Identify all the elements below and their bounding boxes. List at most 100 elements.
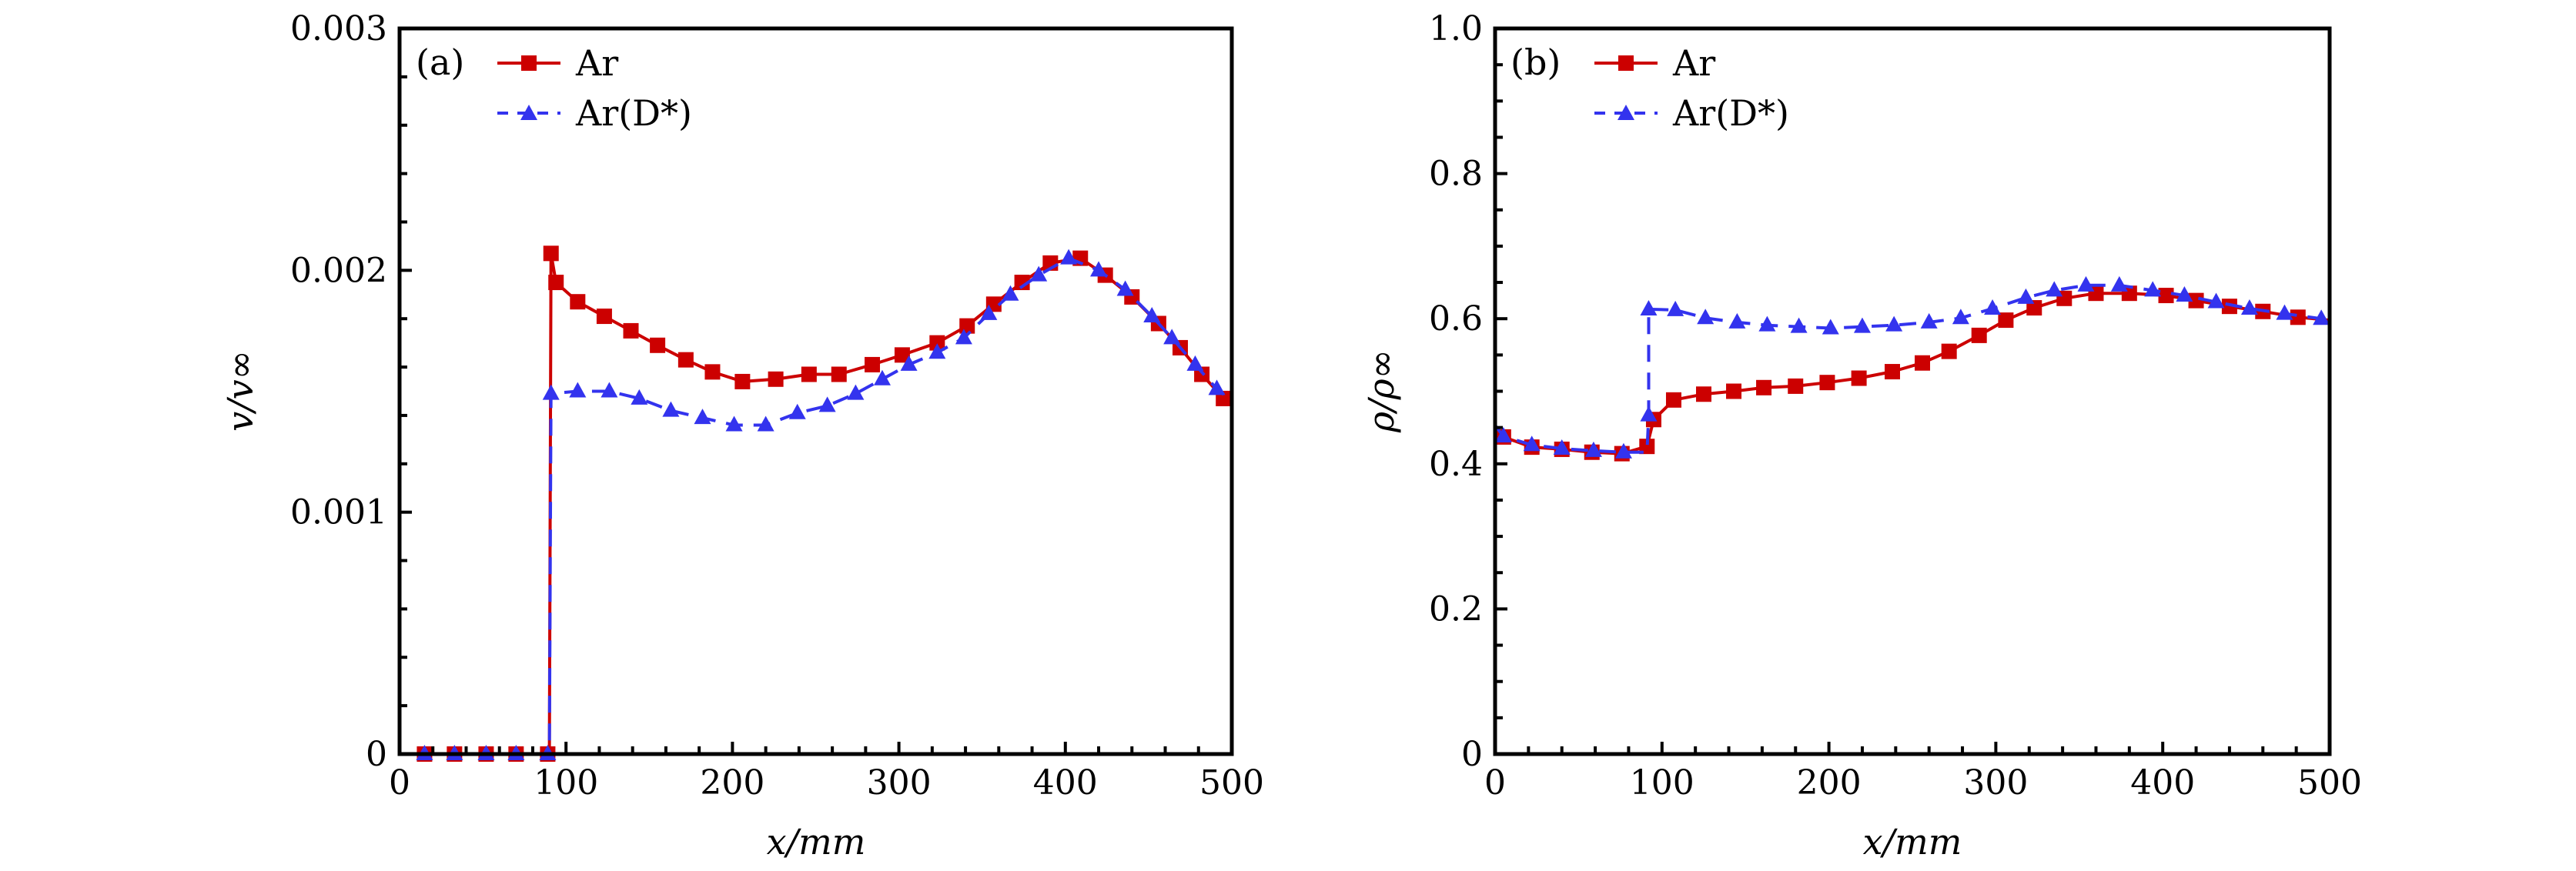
data-point-triangle <box>980 304 998 320</box>
data-point-triangle <box>2313 309 2330 325</box>
data-point-triangle <box>1920 312 1938 329</box>
data-point-triangle <box>818 396 836 412</box>
data-point-square <box>543 245 559 262</box>
data-point-triangle <box>601 382 618 398</box>
data-point-triangle <box>1208 379 1226 395</box>
data-point-triangle <box>2046 281 2063 297</box>
data-point-triangle <box>725 415 743 432</box>
data-point-square <box>1665 392 1681 408</box>
data-point-square <box>831 366 847 382</box>
panel-b-legend: Ar Ar(D*) <box>1594 42 1789 134</box>
data-point-triangle <box>1143 307 1161 323</box>
data-point-square <box>1726 383 1742 399</box>
x-tick-label: 0 <box>389 763 410 803</box>
data-point-square <box>623 322 639 339</box>
panel-b-label: (b) <box>1510 42 1561 83</box>
data-point-triangle <box>631 389 648 405</box>
legend-item-ar: Ar <box>497 42 618 84</box>
series-ar-dstar <box>416 249 1233 760</box>
legend-triangle-marker-icon <box>1618 105 1634 120</box>
legend-square-marker-icon <box>521 55 537 71</box>
y-tick-label: 1.0 <box>1429 9 1483 48</box>
data-point-square <box>2026 300 2042 316</box>
data-point-triangle <box>2017 288 2035 304</box>
data-point-square <box>704 364 721 380</box>
data-point-triangle <box>1523 436 1541 452</box>
y-tick-label: 0.8 <box>1429 155 1483 194</box>
panel-a-velocity: 0 100 200 300 400 500 0 0.001 0.002 0.003 x/mm v/… <box>219 9 1264 863</box>
data-point-triangle <box>1553 439 1571 455</box>
data-point-triangle <box>2176 286 2193 302</box>
data-point-triangle <box>1186 355 1204 371</box>
panel-a-xlabel: x/mm <box>767 821 866 863</box>
y-tick-label: 0.2 <box>1429 589 1483 629</box>
y-tick-label: 0.4 <box>1429 445 1483 484</box>
data-point-triangle <box>1728 312 1746 329</box>
x-tick-label: 200 <box>700 763 764 803</box>
panel-b-ylabel: ρ/ρ∞ <box>1360 349 1402 433</box>
x-tick-label: 300 <box>867 763 932 803</box>
panel-a-series <box>416 245 1233 762</box>
data-point-triangle <box>2110 275 2128 292</box>
data-point-triangle <box>542 384 560 400</box>
data-point-square <box>1971 327 1987 343</box>
data-point-square <box>677 352 694 368</box>
y-tick-label: 0.003 <box>290 9 387 48</box>
legend-label-ar-dstar: Ar(D*) <box>1672 92 1789 134</box>
data-point-square <box>570 294 586 310</box>
data-point-square <box>1756 379 1772 395</box>
data-point-triangle <box>694 409 711 425</box>
data-point-square <box>1941 343 1957 359</box>
data-point-triangle <box>1758 315 1776 332</box>
data-point-square <box>650 337 666 353</box>
x-tick-label: 400 <box>1033 763 1098 803</box>
x-tick-label: 100 <box>534 763 598 803</box>
legend-square-marker-icon <box>1618 55 1634 71</box>
panel-b-series <box>1494 275 2330 462</box>
legend-item-ar-dstar: Ar(D*) <box>1594 92 1789 134</box>
y-tick-label: 0 <box>1461 735 1483 774</box>
data-point-triangle <box>1060 249 1078 265</box>
legend-triangle-marker-icon <box>520 105 537 120</box>
data-point-triangle <box>1640 405 1658 422</box>
data-point-square <box>2290 309 2306 325</box>
data-point-triangle <box>2276 304 2293 320</box>
panel-a-label: (a) <box>416 42 464 83</box>
data-point-triangle <box>900 355 918 371</box>
x-tick-label: 100 <box>1630 763 1694 803</box>
x-tick-label: 400 <box>2130 763 2195 803</box>
legend-label-ar-dstar: Ar(D*) <box>575 92 692 134</box>
x-tick-label: 500 <box>1199 763 1264 803</box>
data-point-square <box>1819 375 1835 391</box>
data-point-triangle <box>1030 265 1048 282</box>
data-point-square <box>2221 299 2237 315</box>
legend-item-ar-dstar: Ar(D*) <box>497 92 692 134</box>
data-point-triangle <box>757 415 774 432</box>
y-tick-label: 0 <box>366 735 387 774</box>
data-point-square <box>959 318 975 334</box>
x-tick-label: 0 <box>1484 763 1506 803</box>
panel-b-density: 0 100 200 300 400 500 0 0.2 0.4 0.6 0.8 1.0 x/mm ρ/… <box>1360 9 2362 863</box>
data-point-triangle <box>1584 441 1602 457</box>
y-tick-label: 0.6 <box>1429 299 1483 339</box>
data-point-square <box>1884 364 1900 380</box>
panel-b-tick-labels: 0 100 200 300 400 500 0 0.2 0.4 0.6 0.8 1.0 <box>1429 9 2362 803</box>
panel-a-legend: Ar Ar(D*) <box>497 42 692 134</box>
data-point-triangle <box>2207 292 2225 309</box>
panel-b-xlabel: x/mm <box>1863 821 1962 863</box>
data-point-square <box>548 275 564 291</box>
legend-label-ar: Ar <box>575 42 618 84</box>
data-point-triangle <box>1667 300 1684 316</box>
series-ar-dstar <box>1494 275 2330 459</box>
data-point-triangle <box>1494 426 1512 442</box>
data-point-square <box>1915 355 1931 371</box>
data-point-square <box>734 373 751 389</box>
data-point-triangle <box>662 401 680 417</box>
data-point-triangle <box>1822 319 1839 335</box>
data-point-triangle <box>569 382 587 398</box>
data-point-triangle <box>1163 329 1181 345</box>
data-point-triangle <box>873 369 891 385</box>
data-point-square <box>2158 288 2174 304</box>
